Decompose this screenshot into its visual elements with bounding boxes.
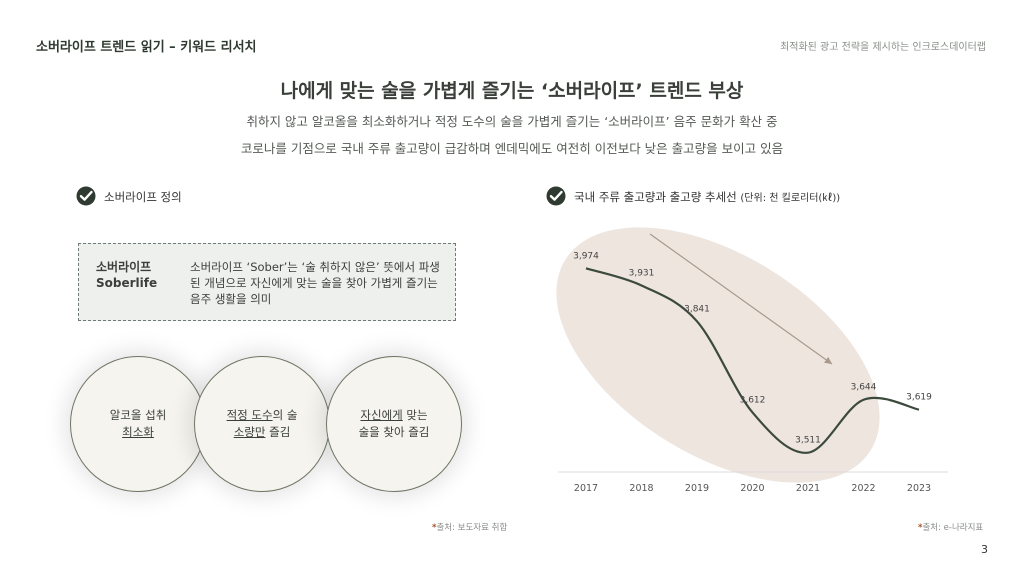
chart-section-label: 국내 주류 출고량과 출고량 추세선 (단위: 천 킬로리터(㎘)) (574, 189, 840, 205)
header-company: 최적화된 광고 전략을 제시하는 인크로스데이터랩 (780, 42, 986, 53)
subtitle-line-2: 코로나를 기점으로 국내 주류 출고량이 급감하며 엔데믹에도 여전히 이전보다… (240, 141, 784, 156)
circle-1-line-2: 최소화 (122, 425, 154, 439)
term-english: Soberlife (96, 276, 158, 290)
circle-2-line-2-underlined: 소량만 (233, 425, 266, 439)
check-circle-icon (76, 186, 96, 206)
circle-3-line-1-underlined: 자신에게 (360, 408, 403, 422)
data-label-2019: 3,841 (684, 304, 710, 314)
chart-title: 국내 주류 출고량과 출고량 추세선 (574, 190, 737, 204)
x-tick-label-2020: 2020 (740, 483, 764, 494)
check-circle-icon (546, 186, 566, 206)
data-label-2020: 3,612 (740, 395, 766, 405)
circle-2-line-1-rest: 의 술 (272, 408, 298, 422)
x-tick-label-2022: 2022 (851, 483, 875, 494)
circle-3-line-1-rest: 맞는 (402, 408, 428, 422)
feature-circle-own-drink: 자신에게 맞는 술을 찾아 즐김 (326, 356, 462, 492)
definition-box (78, 243, 456, 321)
data-label-2022: 3,644 (851, 383, 877, 393)
x-tick-label-2018: 2018 (629, 483, 653, 494)
x-tick-label-2023: 2023 (907, 483, 931, 494)
x-tick-label-2019: 2019 (685, 483, 709, 494)
x-tick-label-2017: 2017 (574, 483, 598, 494)
definition-text: 소버라이프 ‘Sober’는 ‘술 취하지 않은’ 뜻에서 파생된 개념으로 자… (190, 260, 440, 306)
x-tick-label-2021: 2021 (796, 483, 820, 494)
circle-1-line-1: 알코올 섭취 (109, 408, 167, 422)
main-title: 나에게 맞는 술을 가볍게 즐기는 ‘소버라이프’ 트렌드 부상 (280, 80, 744, 102)
circle-2-line-1-underlined: 적정 도수 (226, 408, 273, 422)
right-source: *출처: e-나라지표 (918, 523, 984, 533)
left-source: *출처: 보도자료 취합 (432, 523, 508, 533)
data-label-2023: 3,619 (906, 393, 932, 403)
trend-arrow (649, 233, 833, 365)
feature-circle-moderate: 적정 도수의 술 소량만 즐김 (194, 356, 330, 492)
header-title: 소버라이프 트렌드 읽기 – 키워드 리서치 (36, 40, 257, 55)
feature-circle-minimize: 알코올 섭취 최소화 (70, 356, 206, 492)
definition-section-label: 소버라이프 정의 (104, 190, 182, 204)
series-line (585, 267, 920, 454)
data-label-2017: 3,974 (573, 251, 599, 261)
page-number: 3 (981, 543, 988, 556)
definition-term: 소버라이프 Soberlife (96, 259, 157, 291)
chart-unit: (단위: 천 킬로리터(㎘)) (740, 193, 841, 204)
circle-2-line-2-rest: 즐김 (265, 425, 291, 439)
subtitle-line-1: 취하지 않고 알코올을 최소화하거나 적정 도수의 술을 가볍게 즐기는 ‘소버… (246, 114, 778, 129)
data-label-2018: 3,931 (629, 268, 655, 278)
data-label-2021: 3,511 (795, 436, 821, 446)
circle-3-line-2: 술을 찾아 즐김 (358, 425, 430, 439)
term-korean: 소버라이프 (96, 260, 152, 274)
